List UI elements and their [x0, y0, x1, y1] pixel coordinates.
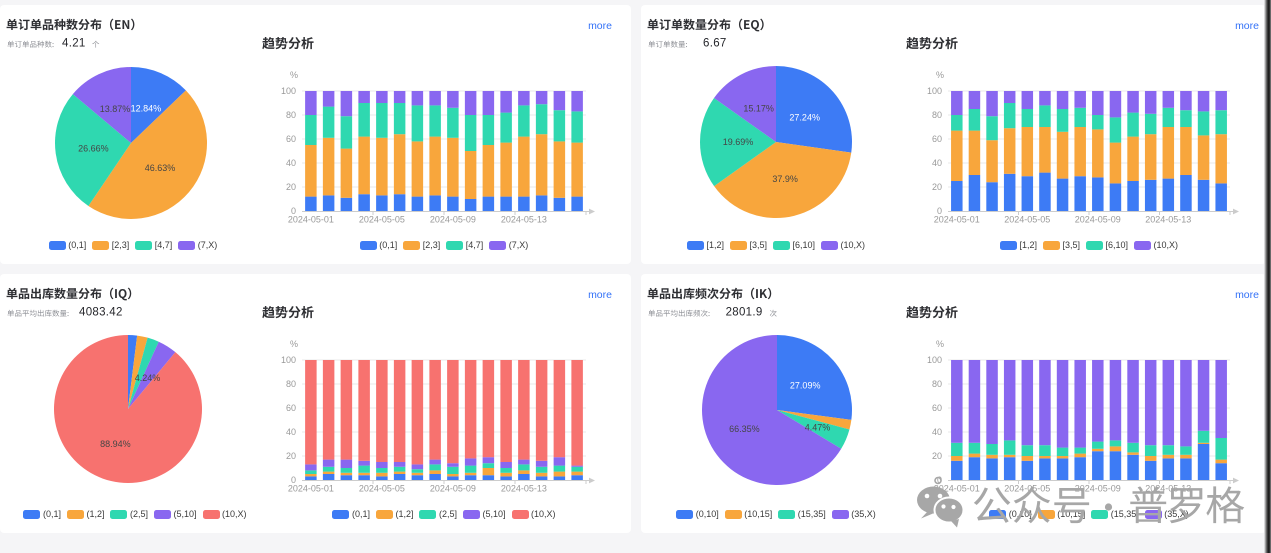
- svg-text:20: 20: [932, 451, 942, 461]
- svg-text:2024-05-09: 2024-05-09: [1075, 215, 1121, 225]
- svg-text:4.47%: 4.47%: [805, 423, 831, 433]
- svg-text:37.9%: 37.9%: [772, 174, 798, 184]
- svg-text:40: 40: [932, 427, 942, 437]
- svg-text:66.35%: 66.35%: [729, 424, 760, 434]
- svg-text:40: 40: [286, 158, 296, 168]
- svg-text:2024-05-01: 2024-05-01: [934, 484, 980, 494]
- svg-text:2024-05-09: 2024-05-09: [430, 215, 476, 225]
- svg-text:40: 40: [932, 158, 942, 168]
- svg-text:2024-05-01: 2024-05-01: [288, 215, 334, 225]
- svg-text:60: 60: [286, 134, 296, 144]
- svg-text:2024-05-01: 2024-05-01: [934, 215, 980, 225]
- svg-text:27.09%: 27.09%: [790, 381, 821, 391]
- svg-text:46.63%: 46.63%: [145, 163, 176, 173]
- svg-text:4.21: 4.21: [62, 38, 86, 50]
- svg-text:2024-05-05: 2024-05-05: [1004, 484, 1050, 494]
- svg-text:15.17%: 15.17%: [743, 104, 774, 114]
- svg-text:60: 60: [286, 403, 296, 413]
- svg-text:2024-05-13: 2024-05-13: [501, 484, 547, 494]
- svg-text:0: 0: [937, 206, 942, 216]
- svg-text:88.94%: 88.94%: [100, 439, 131, 449]
- svg-text:27.24%: 27.24%: [789, 112, 820, 122]
- svg-text:2801.9: 2801.9: [726, 307, 763, 319]
- svg-text:2024-05-05: 2024-05-05: [1004, 215, 1050, 225]
- svg-text:4083.42: 4083.42: [79, 307, 123, 319]
- svg-text:100: 100: [281, 86, 296, 96]
- svg-text:2024-05-09: 2024-05-09: [430, 484, 476, 494]
- svg-text:%: %: [290, 70, 298, 80]
- svg-text:80: 80: [932, 379, 942, 389]
- svg-text:100: 100: [281, 355, 296, 365]
- svg-text:20: 20: [286, 182, 296, 192]
- svg-text:2024-05-09: 2024-05-09: [1075, 484, 1121, 494]
- svg-text:80: 80: [286, 379, 296, 389]
- svg-text:12.84%: 12.84%: [131, 103, 162, 113]
- svg-text:more: more: [1235, 289, 1259, 301]
- svg-text:2024-05-13: 2024-05-13: [501, 215, 547, 225]
- svg-text:19.69%: 19.69%: [723, 137, 754, 147]
- svg-text:40: 40: [286, 427, 296, 437]
- svg-text:more: more: [588, 20, 612, 32]
- svg-text:100: 100: [927, 355, 942, 365]
- svg-text:%: %: [290, 339, 298, 349]
- svg-text:6.67: 6.67: [703, 38, 727, 50]
- svg-text:26.66%: 26.66%: [78, 144, 109, 154]
- svg-text:60: 60: [932, 134, 942, 144]
- svg-text:2024-05-13: 2024-05-13: [1145, 484, 1191, 494]
- svg-text:more: more: [1235, 20, 1259, 32]
- svg-text:60: 60: [932, 403, 942, 413]
- svg-text:0: 0: [291, 206, 296, 216]
- svg-text:%: %: [936, 339, 944, 349]
- svg-text:0: 0: [291, 475, 296, 485]
- svg-text:2024-05-05: 2024-05-05: [359, 484, 405, 494]
- svg-text:100: 100: [927, 86, 942, 96]
- svg-text:20: 20: [932, 182, 942, 192]
- svg-text:2024-05-01: 2024-05-01: [288, 484, 334, 494]
- svg-text:80: 80: [286, 110, 296, 120]
- svg-text:more: more: [588, 289, 612, 301]
- svg-text:2024-05-05: 2024-05-05: [359, 215, 405, 225]
- svg-text:80: 80: [932, 110, 942, 120]
- svg-text:4.24%: 4.24%: [135, 373, 161, 383]
- svg-text:%: %: [936, 70, 944, 80]
- svg-text:2024-05-13: 2024-05-13: [1145, 215, 1191, 225]
- svg-text:13.87%: 13.87%: [100, 104, 131, 114]
- svg-text:20: 20: [286, 451, 296, 461]
